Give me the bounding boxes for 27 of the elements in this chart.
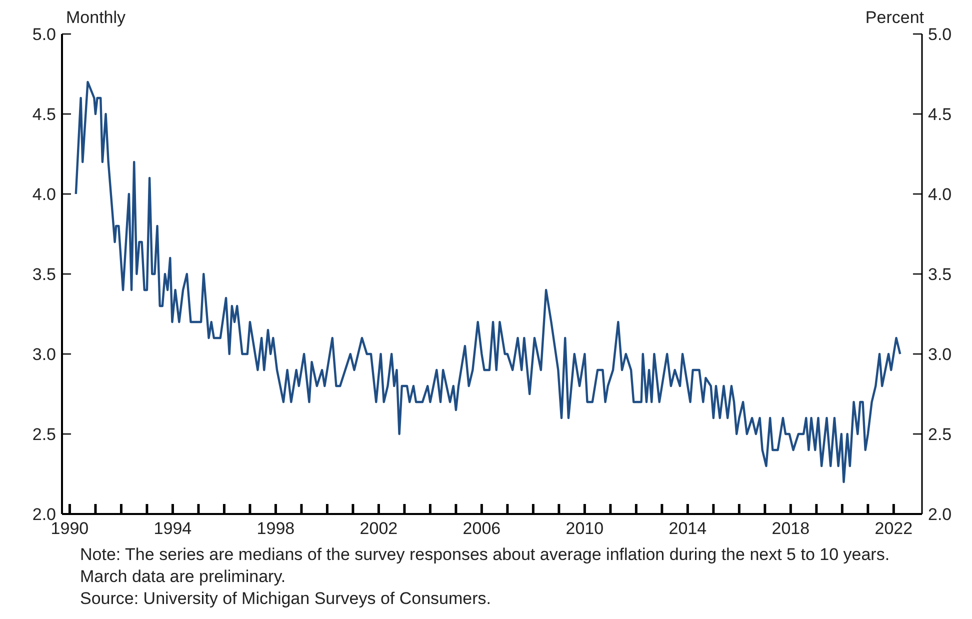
y-axis-title: Monthly: [66, 8, 126, 28]
y2-tick-label: 3.0: [928, 345, 952, 364]
y-tick-label: 5.0: [32, 25, 56, 44]
x-tick-label: 2018: [772, 519, 810, 538]
y2-tick-label: 3.5: [928, 265, 952, 284]
y-tick-label: 2.5: [32, 425, 56, 444]
x-tick-label: 1994: [154, 519, 192, 538]
y2-tick-label: 4.0: [928, 185, 952, 204]
source-note: Source: University of Michigan Surveys of Consumers.: [79, 588, 492, 610]
y-tick-label: 3.0: [32, 345, 56, 364]
x-tick-label: 2010: [566, 519, 604, 538]
y2-tick-label: 4.5: [928, 105, 952, 124]
x-tick-label: 2022: [874, 519, 913, 538]
y2-axis-title: Percent: [865, 8, 924, 28]
y-tick-label: 4.0: [32, 185, 56, 204]
x-tick-label: 1990: [50, 519, 89, 538]
x-tick-label: 2002: [360, 519, 398, 538]
x-tick-label: 2006: [462, 519, 501, 538]
y2-tick-label: 2.0: [928, 505, 952, 524]
y-tick-label: 4.5: [32, 105, 56, 124]
y2-tick-label: 5.0: [928, 25, 952, 44]
line-series: [74, 80, 902, 484]
text: Note: The series are medians of the survey responses about average inflation during the next 5 to 10 years. March data are preliminary.: [79, 544, 891, 588]
x-tick-label: 2014: [668, 519, 707, 538]
y2-tick-label: 2.5: [928, 425, 952, 444]
x-tick-label: 1998: [256, 519, 295, 538]
y-tick-label: 3.5: [32, 265, 56, 284]
